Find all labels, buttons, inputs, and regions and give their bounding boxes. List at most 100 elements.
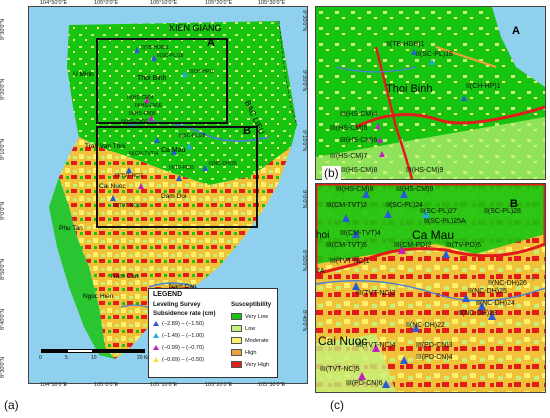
lon-tick: 105°10'0"E bbox=[150, 382, 178, 388]
station-label: III(HS-CM)6 bbox=[340, 137, 378, 144]
inset-c-place-cai-nuoc: Cai Nuoc bbox=[318, 334, 368, 348]
station-label: III(HS-CM)8 bbox=[336, 186, 374, 193]
lon-tick: 105°30'0"E bbox=[258, 0, 286, 6]
inset-map-a: + A Thoi Binh II(TB-HDB)1 II(SC-PL)18 II… bbox=[315, 6, 546, 180]
station-label: II(NC-DH)24 bbox=[476, 300, 515, 307]
lat-tick: 9°30'0"N bbox=[0, 18, 6, 40]
legend-class-row: Low bbox=[231, 325, 255, 332]
lat-tick: 9°10'0"N bbox=[301, 130, 307, 152]
station-label: III(HS-CM)9 bbox=[406, 167, 444, 174]
box-label-b: B bbox=[243, 125, 251, 137]
inset-c-place-thoi: hoi bbox=[316, 230, 330, 241]
lat-tick: 9°0'0"N bbox=[0, 201, 6, 220]
lon-tick: 104°50'0"E bbox=[40, 382, 68, 388]
region-tran-van-thoi: Tran Van Thoi bbox=[85, 143, 126, 150]
inset-c-place-ca-mau: Ca Mau bbox=[412, 228, 455, 242]
lat-tick: 8°30'0"N bbox=[0, 356, 6, 378]
scale-label: 10 bbox=[91, 355, 97, 361]
station-label: II(SC-PL)28 bbox=[484, 208, 521, 215]
legend-subsidence-title: Subsidence rate (cm) bbox=[153, 310, 216, 317]
lat-tick: 9°20'0"N bbox=[0, 78, 6, 100]
lat-tick: 9°0'0"N bbox=[301, 190, 307, 209]
region-nam-can-2: Nam Can bbox=[169, 283, 197, 290]
station-label: II(SC-PL)28 bbox=[179, 133, 206, 139]
legend-leveling-title: Leveling Survey bbox=[153, 301, 201, 308]
inset-b-title: A bbox=[512, 25, 520, 37]
station-label: II(SC-PL)27 bbox=[420, 208, 457, 215]
station-label: III(TV-PD)5 bbox=[446, 242, 482, 249]
station-label: III(CM-PD)2 bbox=[394, 242, 432, 249]
station-markers bbox=[375, 49, 467, 157]
scale-label: 5 bbox=[65, 355, 68, 361]
station-label: III(TV-PD)5 bbox=[169, 165, 195, 171]
triangle-icon bbox=[153, 357, 159, 363]
map-canvas bbox=[49, 20, 298, 359]
legend-rate-row: (−0.69) – (−0.50) bbox=[153, 357, 204, 363]
lon-tick: 105°10'0"E bbox=[150, 0, 178, 6]
station-label: III(HS-CM)7 bbox=[330, 153, 368, 160]
risk-band bbox=[374, 46, 414, 179]
station-label: III(PD-CN)6 bbox=[346, 380, 383, 387]
lon-tick: 104°50'0"E bbox=[40, 0, 68, 6]
scale-bar bbox=[41, 349, 145, 353]
station-label: III(HS-CM)7 bbox=[121, 119, 148, 125]
svg-text:+: + bbox=[530, 111, 535, 121]
inset-b-canvas: + bbox=[316, 184, 545, 392]
legend-class-row: Very Low bbox=[231, 313, 268, 320]
station-label: III(TVT-NC)2 bbox=[356, 290, 396, 297]
lon-tick: 105°20'0"E bbox=[205, 0, 233, 6]
lat-tick: 9°30'0"N bbox=[301, 10, 307, 32]
inset-b-place: Thoi Binh bbox=[386, 83, 433, 95]
region-ca-mau: Ca Mau bbox=[161, 147, 186, 154]
station-label: 7A bbox=[316, 268, 325, 275]
land-very-low bbox=[67, 21, 297, 185]
river bbox=[335, 66, 417, 73]
legend-title: LEGEND bbox=[153, 291, 183, 298]
inset-a-canvas: + bbox=[316, 7, 545, 179]
station-label: II(CH-HP)1 bbox=[466, 83, 501, 90]
lat-tick: 9°20'0"N bbox=[301, 70, 307, 92]
box-label-a: A bbox=[207, 37, 215, 49]
lat-tick: 8°50'0"N bbox=[0, 258, 6, 280]
station-label: II(NC-DH)26 bbox=[209, 161, 237, 167]
station-label: III(HS-CM)6 bbox=[135, 103, 162, 109]
station-label: II(TB-HDB)1 bbox=[386, 41, 425, 48]
inset-box-b bbox=[96, 126, 258, 228]
legend-rate-row: (−2.89) – (−1.50) bbox=[153, 321, 204, 327]
station-label: II(NC-DH)25 bbox=[468, 288, 507, 295]
station-markers bbox=[342, 190, 496, 388]
panel-label-b: (b) bbox=[322, 166, 341, 180]
triangle-icon bbox=[153, 333, 159, 339]
panel-label-a: (a) bbox=[4, 398, 19, 412]
station-label: II(SC-PL)25A bbox=[424, 218, 466, 225]
risk-band bbox=[435, 46, 497, 68]
station-label: II(NC-DH)23 bbox=[458, 310, 497, 317]
legend-class-row: High bbox=[231, 349, 257, 356]
station-label: III(TVT-NC)5 bbox=[320, 366, 360, 373]
sea bbox=[492, 7, 545, 87]
station-label: III(HS-CM)9 bbox=[396, 186, 434, 193]
river bbox=[316, 279, 545, 302]
land-high-risk bbox=[59, 137, 291, 359]
main-map: KIEN GIANG BAC LIEU U Minh Thoi Binh Tra… bbox=[28, 6, 308, 384]
lat-tick: 8°40'0"N bbox=[0, 308, 6, 330]
legend-susceptibility-title: Susceptibility bbox=[231, 301, 272, 308]
legend-class-row: Moderate bbox=[231, 337, 269, 344]
station-label: II(NC-DH)22 bbox=[406, 322, 445, 329]
triangle-icon bbox=[153, 321, 159, 327]
lat-tick: 8°40'0"N bbox=[301, 310, 307, 332]
region-ngoc-hien: Ngoc Hien bbox=[83, 293, 114, 300]
risk-band bbox=[355, 105, 545, 129]
coastal-strip bbox=[49, 177, 115, 359]
lon-tick: 105°20'0"E bbox=[205, 382, 233, 388]
station-label: III(HS-CM)5 bbox=[330, 125, 368, 132]
station-label: II(SC-PL)18 bbox=[416, 51, 453, 58]
station-label: III(TVT-NC)1 bbox=[330, 258, 370, 265]
station-label: III(HS-CM)4 bbox=[127, 95, 154, 101]
station-label: III(CM-TVT)2 bbox=[326, 202, 367, 209]
station-label: III(TVT-NC)4 bbox=[356, 342, 396, 349]
inset-map-b: + B Ca Mau Cai Nuoc hoi III(HS-CM)8 III(… bbox=[315, 183, 546, 393]
svg-text:+: + bbox=[530, 274, 535, 284]
station-label: II(SC-PL)18 bbox=[157, 53, 184, 59]
scale-label: 0 bbox=[39, 355, 42, 361]
